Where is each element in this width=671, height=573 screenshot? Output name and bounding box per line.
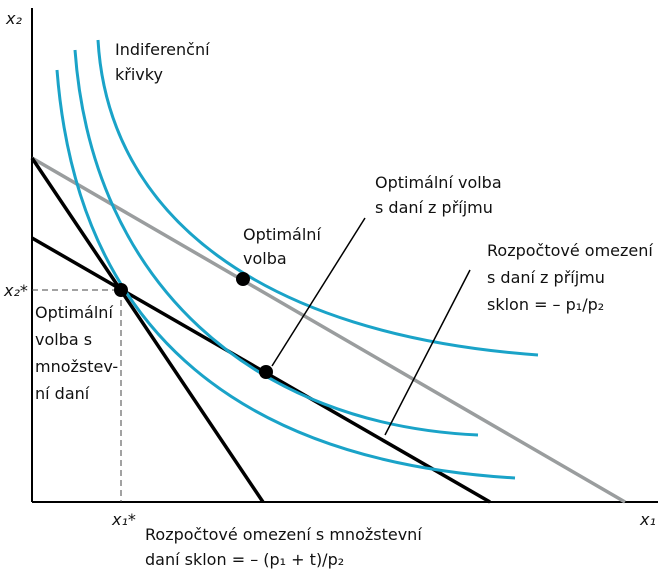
- axis-label: x₁*: [111, 510, 136, 529]
- annotation: Optimální: [35, 303, 113, 322]
- annotation: Indiferenční: [115, 40, 210, 59]
- annotation: daní sklon = – (p₁ + t)/p₂: [145, 550, 344, 569]
- indifference-curve: [96, 39, 539, 357]
- axis-label: x₂: [5, 9, 22, 28]
- pointer: [384, 269, 471, 436]
- axis-label: x₂*: [3, 281, 28, 300]
- optimal-point: [259, 365, 273, 379]
- annotation: Optimální: [243, 225, 321, 244]
- annotation: Rozpočtové omezení: [487, 241, 653, 260]
- annotation: Optimální volba: [375, 173, 502, 192]
- annotation: ní daní: [35, 384, 90, 403]
- pointer: [271, 217, 366, 367]
- indifference-curve: [73, 49, 479, 437]
- annotation: Rozpočtové omezení s množstevní: [145, 525, 422, 544]
- indifference-curve: [55, 69, 516, 480]
- budget-line-income: [31, 156, 626, 504]
- annotation: množstev-: [35, 357, 118, 376]
- annotation: křivky: [115, 65, 163, 84]
- annotation: volba s: [35, 330, 92, 349]
- annotation: s daní z příjmu: [487, 268, 605, 287]
- axis-label: x₁: [639, 510, 656, 529]
- annotation: s daní z příjmu: [375, 198, 493, 217]
- optimal-point: [236, 272, 250, 286]
- annotation: volba: [243, 249, 287, 268]
- budget-line-quantity: [30, 157, 265, 503]
- annotation: sklon = – p₁/p₂: [487, 295, 604, 314]
- optimal-point: [114, 283, 128, 297]
